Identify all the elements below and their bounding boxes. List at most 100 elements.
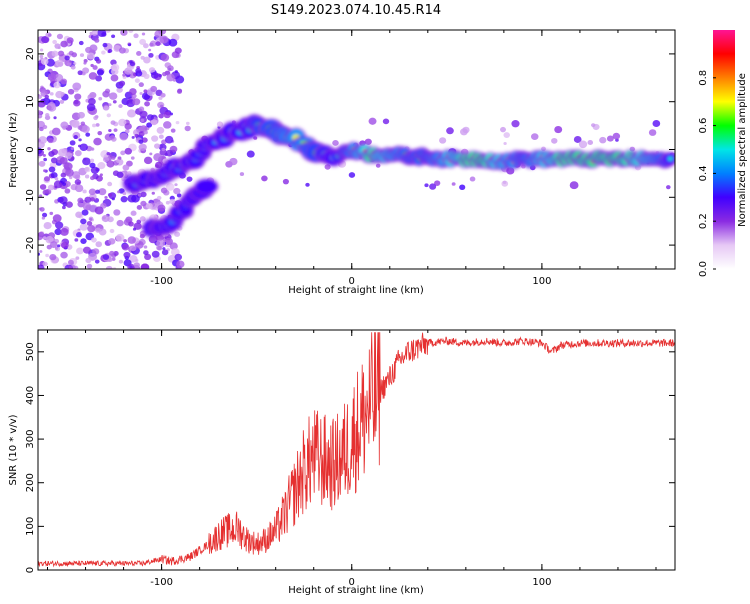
noise-blob: [140, 200, 147, 207]
noise-blob: [424, 183, 429, 188]
noise-blob: [131, 136, 135, 139]
spectrogram-y-tick-label: 0: [25, 146, 36, 152]
noise-blob: [38, 194, 43, 198]
noise-blob: [74, 93, 82, 100]
colorbar-tick-label: 0.0: [698, 261, 709, 277]
noise-blob: [127, 109, 136, 118]
noise-blob: [139, 216, 146, 222]
noise-blob: [47, 73, 57, 81]
noise-blob: [98, 188, 107, 196]
noise-blob: [429, 183, 437, 190]
noise-blob: [41, 216, 46, 220]
noise-blob: [38, 95, 42, 99]
noise-blob: [45, 253, 49, 258]
noise-blob: [79, 143, 88, 152]
ridge-core: [667, 156, 673, 161]
noise-blob: [67, 62, 72, 66]
noise-blob: [84, 196, 92, 203]
noise-blob: [216, 121, 224, 128]
noise-blob: [118, 259, 124, 264]
noise-blob: [107, 181, 113, 187]
snr-y-tick-label: 500: [25, 342, 36, 361]
noise-blob: [184, 125, 191, 132]
noise-blob: [88, 98, 96, 105]
noise-blob: [117, 156, 122, 160]
noise-blob: [156, 195, 162, 200]
noise-blob: [90, 147, 94, 151]
noise-blob: [143, 56, 151, 64]
noise-blob: [551, 137, 558, 144]
noise-blob: [65, 201, 73, 208]
noise-blob: [50, 157, 58, 164]
noise-blob: [107, 193, 113, 197]
noise-blob: [64, 188, 71, 194]
noise-blob: [106, 151, 111, 156]
noise-blob: [47, 137, 54, 144]
noise-blob: [169, 242, 178, 250]
noise-blob: [68, 265, 73, 269]
noise-blob: [154, 143, 161, 149]
noise-blob: [64, 55, 70, 61]
noise-blob: [451, 182, 456, 186]
noise-blob: [55, 59, 64, 67]
noise-blob: [42, 261, 48, 267]
noise-blob: [73, 99, 81, 107]
noise-blob: [123, 251, 131, 259]
noise-blob: [42, 124, 48, 130]
noise-blob: [70, 146, 75, 151]
noise-blob: [68, 176, 73, 180]
noise-blob: [46, 105, 52, 111]
noise-blob: [120, 150, 126, 156]
noise-blob: [110, 74, 119, 82]
noise-blob: [113, 128, 118, 132]
noise-blob: [38, 160, 46, 167]
noise-blob: [135, 68, 142, 74]
noise-blob: [57, 148, 67, 157]
noise-blob: [43, 169, 47, 173]
noise-blob: [174, 47, 182, 54]
noise-blob: [459, 184, 466, 191]
noise-blob: [117, 190, 121, 194]
noise-blob: [158, 134, 164, 139]
noise-blob: [157, 204, 166, 212]
noise-blob: [101, 214, 110, 223]
noise-blob: [38, 147, 43, 155]
noise-blob: [156, 126, 165, 134]
noise-blob: [81, 209, 89, 216]
noise-blob: [97, 131, 103, 136]
spectrogram-y-ticks: -20 -10 0 10 20: [25, 48, 675, 253]
noise-blob: [134, 78, 140, 83]
noise-blob: [59, 99, 65, 104]
noise-blob: [66, 37, 74, 44]
noise-blob: [155, 41, 161, 47]
noise-blob: [111, 63, 120, 72]
spectrogram-x-label: Height of straight line (km): [288, 285, 424, 296]
noise-blob: [39, 126, 44, 132]
noise-blob: [38, 252, 41, 256]
noise-blob: [161, 249, 169, 256]
snr-y-tick-label: 200: [25, 473, 36, 492]
noise-blob: [175, 120, 180, 125]
noise-blob: [606, 135, 614, 142]
snr-y-tick-label: 0: [25, 567, 36, 573]
noise-blob: [105, 30, 111, 33]
noise-blob: [123, 239, 127, 243]
noise-blob: [113, 251, 119, 256]
noise-blob: [41, 36, 50, 44]
noise-blob: [39, 250, 43, 253]
noise-blob: [156, 239, 166, 248]
noise-blob: [151, 135, 159, 142]
noise-blob: [174, 183, 178, 187]
noise-blob: [282, 178, 289, 185]
noise-blob: [137, 193, 142, 197]
noise-blob: [71, 121, 80, 128]
noise-blob: [78, 40, 84, 46]
noise-blob: [81, 125, 90, 133]
snr-x-tick-label: 0: [349, 577, 355, 588]
noise-blob: [104, 195, 108, 199]
noise-blob: [90, 176, 95, 181]
noise-blob: [102, 156, 110, 163]
noise-blob: [116, 171, 124, 178]
noise-blob: [261, 175, 268, 182]
noise-blob: [138, 143, 147, 151]
